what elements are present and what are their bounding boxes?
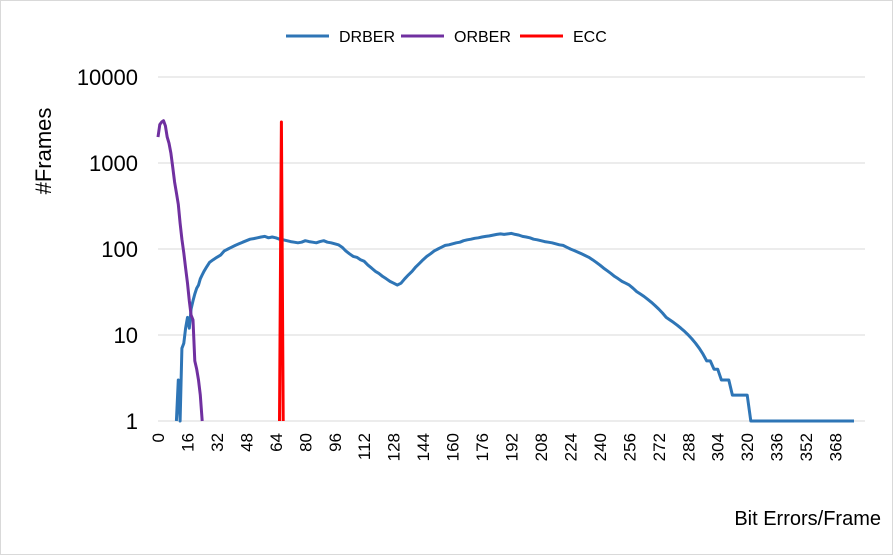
legend: DRBER ORBER ECC <box>286 29 607 46</box>
grid <box>158 76 865 422</box>
x-tick-label: 368 <box>827 433 846 461</box>
x-tick-label: 128 <box>385 433 404 461</box>
legend-label-orber: ORBER <box>454 29 511 46</box>
x-axis: 0 16 32 48 64 80 96 112 128 144 160 176 192 208 224 240… <box>149 433 846 461</box>
series-line-ecc <box>278 120 285 422</box>
x-tick-label: 160 <box>444 433 463 461</box>
x-tick-label: 256 <box>620 433 639 461</box>
x-tick-label: 304 <box>709 433 728 461</box>
x-tick-label: 16 <box>178 433 197 452</box>
x-tick-label: 0 <box>149 433 168 442</box>
legend-label-ecc: ECC <box>573 29 607 46</box>
x-tick-label: 176 <box>473 433 492 461</box>
x-tick-label: 240 <box>591 433 610 461</box>
x-tick-label: 32 <box>208 433 227 452</box>
x-tick-label: 112 <box>355 433 374 460</box>
y-tick-label: 100 <box>101 237 138 262</box>
y-axis-label: #Frames <box>31 108 56 195</box>
x-tick-label: 352 <box>797 433 816 461</box>
x-tick-label: 272 <box>650 433 669 461</box>
series-line-drber <box>174 231 854 423</box>
x-tick-label: 208 <box>532 433 551 461</box>
x-tick-label: 80 <box>296 433 315 452</box>
x-tick-label: 224 <box>561 433 580 461</box>
x-tick-label: 336 <box>768 433 787 461</box>
series-line-orber <box>156 119 204 422</box>
y-axis: 1 10 100 1000 10000 <box>77 65 138 434</box>
x-tick-label: 288 <box>679 433 698 461</box>
y-tick-label: 10000 <box>77 65 138 90</box>
y-tick-label: 10 <box>114 323 138 348</box>
x-tick-label: 192 <box>503 433 522 461</box>
x-tick-label: 64 <box>267 433 286 452</box>
x-axis-label: Bit Errors/Frame <box>734 508 881 530</box>
y-tick-label: 1 <box>126 409 138 434</box>
series-layer <box>156 119 854 423</box>
x-tick-label: 96 <box>326 433 345 452</box>
x-tick-label: 144 <box>414 433 433 461</box>
x-tick-label: 48 <box>237 433 256 452</box>
y-tick-label: 1000 <box>89 151 138 176</box>
x-tick-label: 320 <box>738 433 757 461</box>
legend-label-drber: DRBER <box>339 29 395 46</box>
